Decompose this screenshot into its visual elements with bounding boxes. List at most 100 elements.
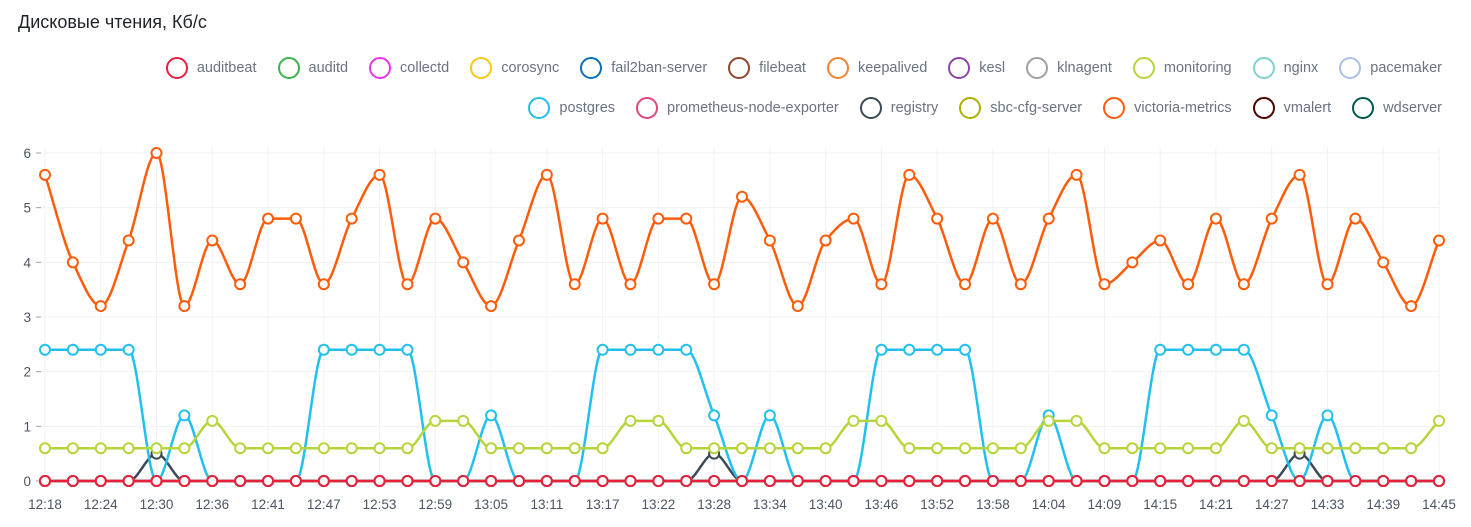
legend-item-postgres[interactable]: postgres <box>528 96 615 119</box>
data-point-victoria-metrics[interactable] <box>345 212 358 225</box>
data-point-auditbeat[interactable] <box>1293 475 1306 487</box>
data-point-auditbeat[interactable] <box>1349 475 1362 487</box>
data-point-postgres[interactable] <box>1209 343 1222 356</box>
data-point-monitoring[interactable] <box>1293 442 1306 455</box>
legend-item-klnagent[interactable]: klnagent <box>1026 56 1112 79</box>
data-point-victoria-metrics[interactable] <box>624 278 637 291</box>
data-point-monitoring[interactable] <box>708 442 721 455</box>
data-point-monitoring[interactable] <box>1154 442 1167 455</box>
data-point-victoria-metrics[interactable] <box>1182 278 1195 291</box>
data-point-auditbeat[interactable] <box>234 475 247 487</box>
legend-item-fail2ban-server[interactable]: fail2ban-server <box>580 56 707 79</box>
data-point-auditbeat[interactable] <box>1433 475 1445 487</box>
data-point-auditbeat[interactable] <box>1209 475 1222 487</box>
legend-item-victoria-metrics[interactable]: victoria-metrics <box>1103 96 1232 119</box>
data-point-victoria-metrics[interactable] <box>1293 168 1306 181</box>
data-point-victoria-metrics[interactable] <box>122 234 135 247</box>
data-point-postgres[interactable] <box>66 343 79 356</box>
data-point-monitoring[interactable] <box>94 442 107 455</box>
data-point-monitoring[interactable] <box>931 442 944 455</box>
data-point-victoria-metrics[interactable] <box>289 212 302 225</box>
data-point-postgres[interactable] <box>680 343 693 356</box>
data-point-victoria-metrics[interactable] <box>1154 234 1167 247</box>
data-point-auditbeat[interactable] <box>429 475 442 487</box>
legend-item-collectd[interactable]: collectd <box>369 56 449 79</box>
data-point-monitoring[interactable] <box>680 442 693 455</box>
data-point-monitoring[interactable] <box>39 442 51 455</box>
data-point-victoria-metrics[interactable] <box>373 168 386 181</box>
data-point-victoria-metrics[interactable] <box>596 212 609 225</box>
data-point-monitoring[interactable] <box>1209 442 1222 455</box>
data-point-auditbeat[interactable] <box>1377 475 1390 487</box>
data-point-auditbeat[interactable] <box>1237 475 1250 487</box>
data-point-auditbeat[interactable] <box>1154 475 1167 487</box>
data-point-monitoring[interactable] <box>959 442 972 455</box>
data-point-victoria-metrics[interactable] <box>959 278 972 291</box>
data-point-auditbeat[interactable] <box>39 475 51 487</box>
data-point-monitoring[interactable] <box>1433 414 1445 427</box>
data-point-monitoring[interactable] <box>512 442 525 455</box>
data-point-victoria-metrics[interactable] <box>652 212 665 225</box>
data-point-auditbeat[interactable] <box>122 475 135 487</box>
data-point-victoria-metrics[interactable] <box>206 234 219 247</box>
data-point-victoria-metrics[interactable] <box>763 234 776 247</box>
data-point-postgres[interactable] <box>624 343 637 356</box>
data-point-auditbeat[interactable] <box>94 475 107 487</box>
legend-item-registry[interactable]: registry <box>859 96 938 119</box>
data-point-postgres[interactable] <box>875 343 888 356</box>
data-point-auditbeat[interactable] <box>485 475 498 487</box>
data-point-postgres[interactable] <box>1321 409 1334 422</box>
data-point-postgres[interactable] <box>485 409 498 422</box>
data-point-postgres[interactable] <box>373 343 386 356</box>
data-point-monitoring[interactable] <box>903 442 916 455</box>
data-point-auditbeat[interactable] <box>1321 475 1334 487</box>
data-point-monitoring[interactable] <box>1349 442 1362 455</box>
data-point-victoria-metrics[interactable] <box>1265 212 1278 225</box>
data-point-auditbeat[interactable] <box>875 475 888 487</box>
data-point-victoria-metrics[interactable] <box>847 212 860 225</box>
data-point-monitoring[interactable] <box>568 442 581 455</box>
legend-item-auditd[interactable]: auditd <box>277 56 348 79</box>
data-point-postgres[interactable] <box>345 343 358 356</box>
data-point-victoria-metrics[interactable] <box>568 278 581 291</box>
data-point-victoria-metrics[interactable] <box>903 168 916 181</box>
data-point-victoria-metrics[interactable] <box>931 212 944 225</box>
data-point-auditbeat[interactable] <box>1126 475 1139 487</box>
legend-item-auditbeat[interactable]: auditbeat <box>165 56 257 79</box>
data-point-monitoring[interactable] <box>206 414 219 427</box>
data-point-victoria-metrics[interactable] <box>986 212 999 225</box>
data-point-victoria-metrics[interactable] <box>819 234 832 247</box>
data-point-monitoring[interactable] <box>1237 414 1250 427</box>
data-point-auditbeat[interactable] <box>317 475 330 487</box>
data-point-victoria-metrics[interactable] <box>791 300 804 313</box>
data-point-victoria-metrics[interactable] <box>1377 256 1390 269</box>
data-point-monitoring[interactable] <box>401 442 414 455</box>
data-point-auditbeat[interactable] <box>791 475 804 487</box>
data-point-postgres[interactable] <box>122 343 135 356</box>
data-point-monitoring[interactable] <box>1126 442 1139 455</box>
data-point-monitoring[interactable] <box>150 442 163 455</box>
data-point-victoria-metrics[interactable] <box>485 300 498 313</box>
data-point-monitoring[interactable] <box>736 442 748 455</box>
data-point-monitoring[interactable] <box>178 442 191 455</box>
data-point-postgres[interactable] <box>1237 343 1250 356</box>
data-point-monitoring[interactable] <box>624 414 637 427</box>
data-point-auditbeat[interactable] <box>1070 475 1083 487</box>
data-point-auditbeat[interactable] <box>596 475 609 487</box>
legend-item-keepalived[interactable]: keepalived <box>826 56 927 79</box>
data-point-victoria-metrics[interactable] <box>94 300 107 313</box>
data-point-auditbeat[interactable] <box>1265 475 1278 487</box>
legend-item-prometheus-node-exporter[interactable]: prometheus-node-exporter <box>636 96 839 119</box>
data-point-victoria-metrics[interactable] <box>1237 278 1250 291</box>
data-point-monitoring[interactable] <box>540 442 553 455</box>
data-point-auditbeat[interactable] <box>345 475 358 487</box>
data-point-postgres[interactable] <box>1182 343 1195 356</box>
data-point-monitoring[interactable] <box>847 414 860 427</box>
data-point-auditbeat[interactable] <box>680 475 693 487</box>
data-point-monitoring[interactable] <box>234 442 247 455</box>
data-point-postgres[interactable] <box>178 409 191 422</box>
data-point-victoria-metrics[interactable] <box>1070 168 1083 181</box>
data-point-monitoring[interactable] <box>289 442 302 455</box>
data-point-auditbeat[interactable] <box>903 475 916 487</box>
data-point-monitoring[interactable] <box>986 442 999 455</box>
